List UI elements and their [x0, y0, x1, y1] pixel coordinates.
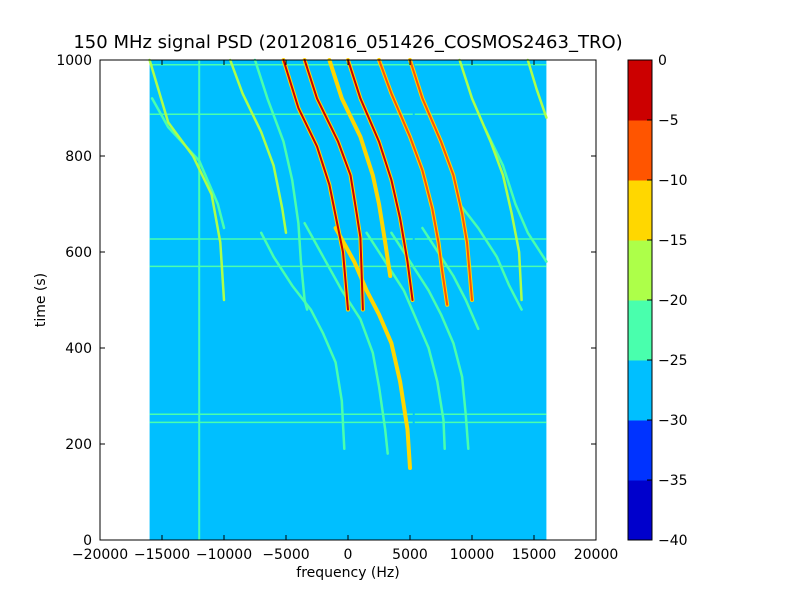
signal-trace: [148, 58, 226, 302]
signal-trace: [390, 231, 470, 451]
signal-trace: [378, 59, 449, 306]
colorbar-tick-label: −20: [658, 293, 688, 309]
y-axis-ticks: 0 200 400 600 800 1000: [56, 53, 596, 549]
colorbar-tick-label: −5: [658, 113, 679, 129]
x-tick-label: 10000: [450, 547, 495, 563]
signal-trace: [253, 58, 309, 311]
x-tick-label: −5000: [262, 547, 309, 563]
colorbar: −40 −35 −30 −25 −20 −15 −10 −5 0: [627, 53, 688, 549]
x-tick-label: 20000: [574, 547, 619, 563]
x-tick-label: 5000: [392, 547, 428, 563]
colorbar-band: [628, 300, 652, 361]
colorbar-band: [628, 360, 652, 421]
signal-trace: [259, 231, 346, 451]
colorbar-tick-label: −40: [658, 533, 688, 549]
x-tick-label: −15000: [134, 547, 190, 563]
signal-trace: [409, 59, 473, 301]
colorbar-tick-label: −30: [658, 413, 688, 429]
signal-trace: [328, 59, 392, 277]
colorbar-band: [628, 180, 652, 241]
x-tick-label: −10000: [196, 547, 252, 563]
x-tick-label: −20000: [72, 547, 128, 563]
signal-trace: [458, 58, 523, 302]
colorbar-tick-label: −35: [658, 473, 688, 489]
y-tick-label: 600: [65, 245, 92, 261]
signal-traces: [148, 58, 548, 540]
colorbar-tick-label: −15: [658, 233, 688, 249]
signal-trace: [347, 59, 414, 301]
signal-trace: [526, 58, 548, 119]
x-tick-label: 0: [344, 547, 353, 563]
colorbar-band: [628, 480, 652, 541]
y-tick-label: 200: [65, 437, 92, 453]
signal-trace: [303, 59, 364, 311]
chart-title: 150 MHz signal PSD (20120816_051426_COSM…: [73, 32, 622, 53]
signal-trace: [458, 202, 523, 311]
colorbar-band: [628, 120, 652, 181]
colorbar-tick-label: −10: [658, 173, 688, 189]
colorbar-tick-label: −25: [658, 353, 688, 369]
y-tick-label: 400: [65, 341, 92, 357]
x-tick-label: 15000: [512, 547, 557, 563]
y-tick-label: 1000: [56, 53, 92, 69]
y-tick-label: 0: [83, 533, 92, 549]
y-tick-label: 800: [65, 149, 92, 165]
x-axis-ticks: −20000 −15000 −10000 −5000 0 5000 10000 15000 20…: [72, 60, 618, 563]
colorbar-tick-label: 0: [658, 53, 667, 69]
signal-trace: [228, 58, 288, 235]
signal-trace: [150, 97, 226, 230]
signal-trace: [421, 226, 480, 331]
signal-trace: [282, 59, 349, 311]
signal-trace: [483, 125, 548, 263]
y-axis-label: time (s): [33, 273, 49, 327]
x-axis-label: frequency (Hz): [296, 565, 399, 581]
colorbar-band: [628, 420, 652, 481]
signal-trace: [334, 227, 411, 469]
colorbar-band: [628, 60, 652, 121]
signal-trace: [303, 221, 389, 455]
colorbar-band: [628, 240, 652, 301]
